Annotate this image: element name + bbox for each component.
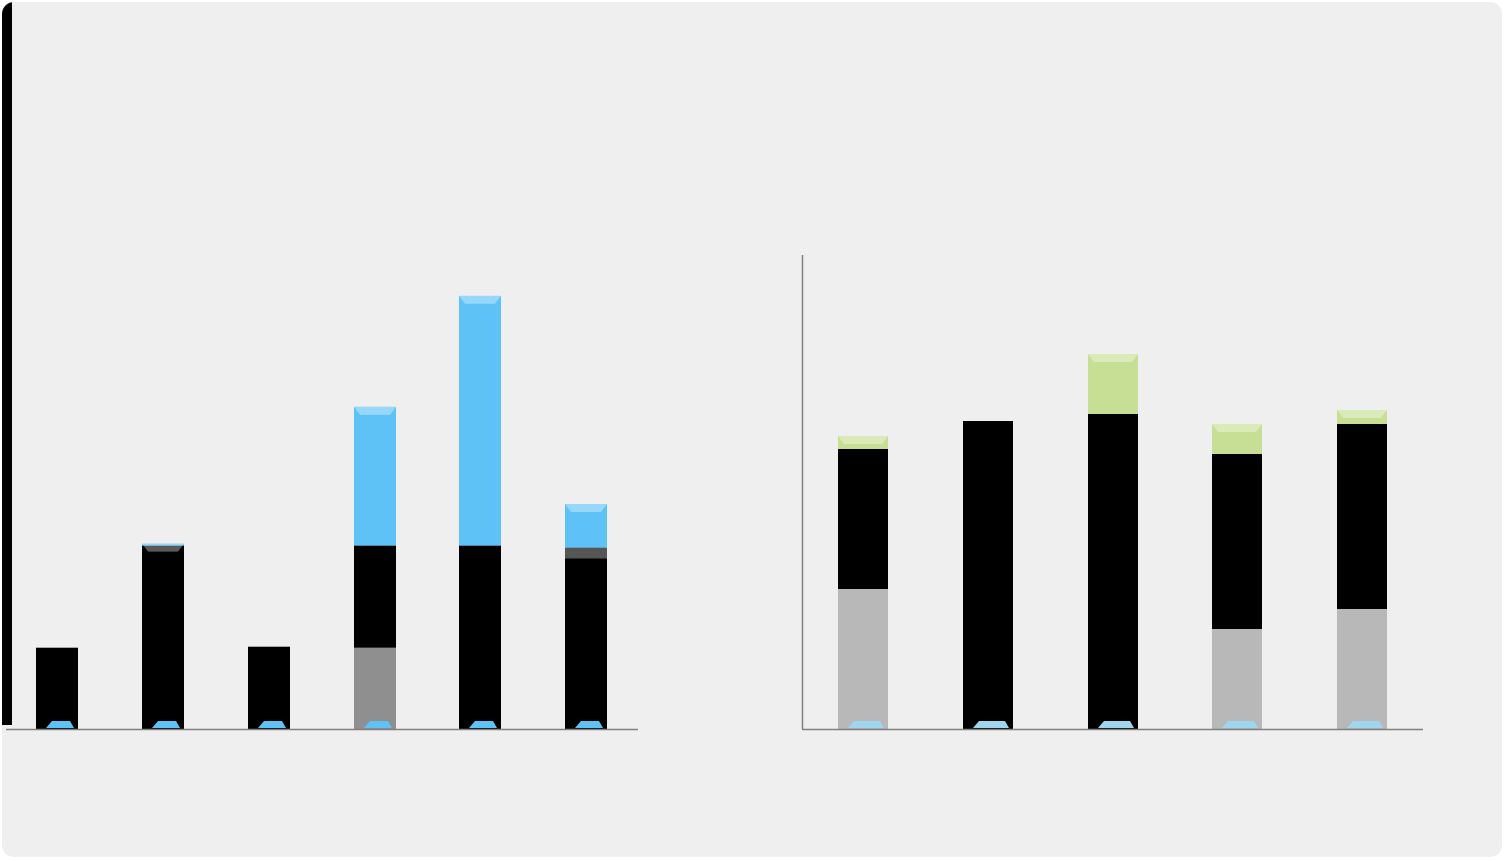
bar-segment bbox=[1337, 424, 1387, 609]
bar-segment bbox=[963, 421, 1013, 729]
chart-left bbox=[6, 295, 638, 731]
bar-base-accent bbox=[364, 721, 392, 728]
bar-base-accent bbox=[46, 721, 74, 728]
bar-segment bbox=[142, 545, 184, 729]
bar-segment bbox=[1337, 410, 1387, 424]
bar-segment bbox=[459, 295, 501, 546]
bar-segment bbox=[354, 647, 396, 729]
bar-base-accent bbox=[973, 721, 1009, 728]
bar-segment bbox=[142, 543, 184, 546]
bar-segment bbox=[838, 449, 888, 589]
bar-segment bbox=[1088, 354, 1138, 414]
bar-segment bbox=[1088, 414, 1138, 729]
bar-base-accent bbox=[1222, 721, 1258, 728]
bar-segment bbox=[354, 545, 396, 648]
bar-bevel bbox=[1088, 354, 1138, 362]
bar-bevel bbox=[565, 503, 607, 512]
bar-segment bbox=[838, 589, 888, 729]
bar-segment bbox=[1212, 454, 1262, 629]
bar-base-accent bbox=[469, 721, 497, 728]
bar-base-accent bbox=[152, 721, 180, 728]
bar-base-accent bbox=[1347, 721, 1383, 728]
bar-segment bbox=[1212, 424, 1262, 454]
bar-base-accent bbox=[848, 721, 884, 728]
bar-bevel bbox=[459, 295, 501, 304]
left-edge-bar bbox=[2, 2, 12, 725]
bar-bevel bbox=[354, 406, 396, 415]
bar-bevel bbox=[838, 436, 888, 444]
bar-base-accent bbox=[258, 721, 286, 728]
bar-segment bbox=[248, 646, 290, 729]
bar-segment bbox=[1337, 609, 1387, 729]
bar-bevel bbox=[1212, 424, 1262, 432]
bar-bevel bbox=[1337, 410, 1387, 418]
bar-segment bbox=[565, 504, 607, 548]
bar-segment bbox=[459, 545, 501, 729]
bar-segment bbox=[565, 547, 607, 559]
bar-bevel bbox=[142, 543, 184, 552]
bar-segment bbox=[1212, 629, 1262, 729]
bar-segment bbox=[565, 558, 607, 729]
bar-base-accent bbox=[575, 721, 603, 728]
bar-segment bbox=[354, 406, 396, 546]
bar-segment bbox=[36, 647, 78, 729]
chart-right bbox=[801, 255, 1423, 731]
bar-base-accent bbox=[1098, 721, 1134, 728]
bar-segment bbox=[838, 436, 888, 449]
